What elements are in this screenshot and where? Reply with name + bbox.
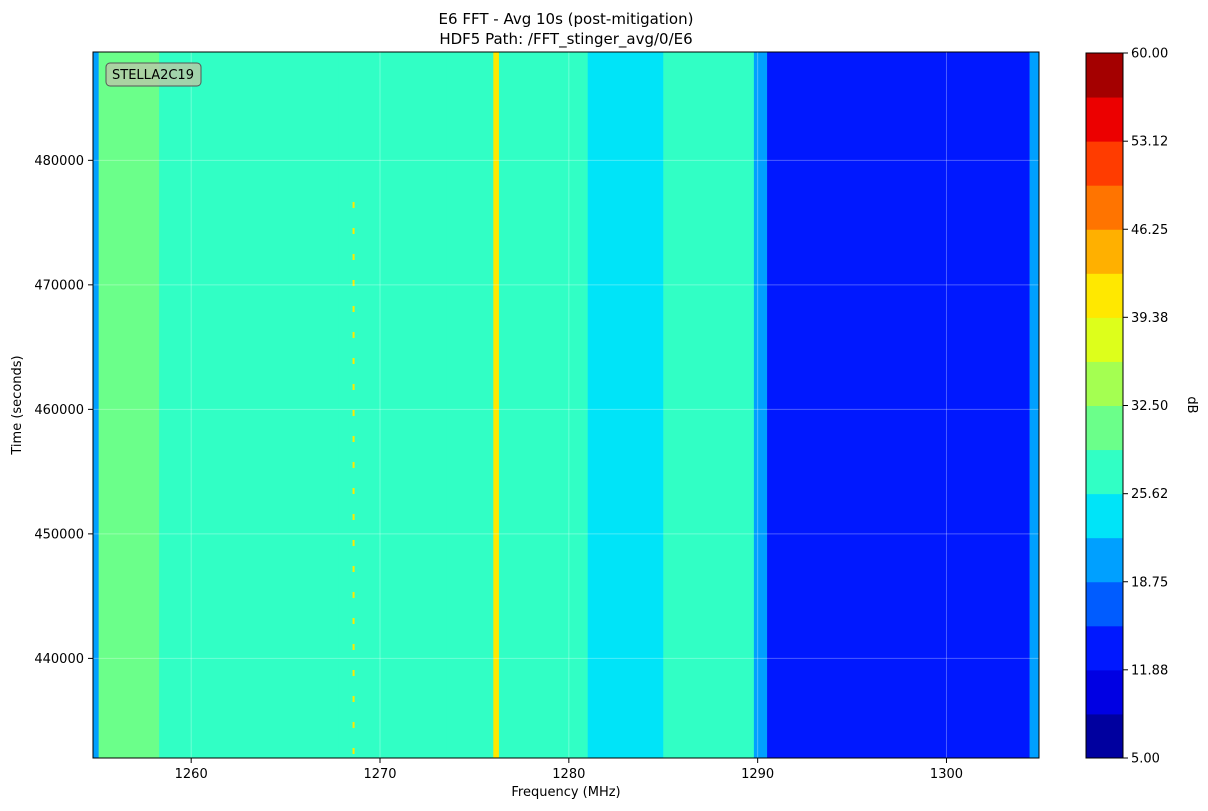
x-axis: 1260 1270 1280 1290 1300	[175, 758, 963, 782]
colorbar	[1085, 52, 1124, 759]
heatmap-band-4	[338, 52, 447, 758]
y-axis: 440000 450000 460000 470000 480000	[34, 154, 93, 667]
colorbar-segment	[1086, 185, 1123, 230]
heatmap-band-1	[98, 52, 160, 758]
colorbar-segment	[1086, 493, 1123, 539]
y-axis-label: Time (seconds)	[10, 355, 25, 455]
colorbar-segment	[1086, 361, 1123, 406]
chart-subtitle: HDF5 Path: /FFT_stinger_avg/0/E6	[439, 30, 692, 49]
colorbar-tick-label: 39.38	[1131, 311, 1168, 326]
y-tick-label: 450000	[34, 527, 84, 542]
colorbar-segment	[1086, 405, 1123, 451]
colorbar-tick-label: 32.50	[1131, 399, 1168, 414]
chart-title: E6 FFT - Avg 10s (post-mitigation)	[439, 10, 694, 28]
colorbar-tick-label: 53.12	[1131, 135, 1168, 150]
y-tick-label: 460000	[34, 403, 84, 418]
colorbar-tick-label: 25.62	[1131, 487, 1168, 502]
heatmap-band-5	[446, 52, 494, 758]
colorbar-tick-label: 5.00	[1131, 752, 1160, 767]
heatmap-band-2	[159, 52, 305, 758]
colorbar-segment	[1086, 53, 1123, 98]
colorbar-tick-label: 60.00	[1131, 47, 1168, 62]
x-tick-label: 1300	[930, 767, 963, 782]
heatmap-band-0	[93, 52, 100, 758]
heatmap-band-12	[1029, 52, 1040, 758]
grid-lines	[93, 52, 1039, 758]
heatmap-band-6	[493, 52, 500, 758]
y-tick-label: 440000	[34, 652, 84, 667]
x-tick-label: 1270	[363, 767, 396, 782]
annotation-text: STELLA2C19	[112, 68, 194, 83]
colorbar-segment	[1086, 449, 1123, 495]
colorbar-ticks: 5.00 11.88 18.75 25.62 32.50 39.38 46.25 53.12 6…	[1123, 47, 1168, 767]
heatmap-band-10	[753, 52, 768, 758]
colorbar-segment	[1086, 97, 1123, 142]
colorbar-tick-label: 18.75	[1131, 575, 1168, 590]
heatmap-band-9	[663, 52, 755, 758]
colorbar-segment	[1086, 625, 1123, 671]
heatmap-band-3	[304, 52, 339, 758]
colorbar-segment	[1086, 581, 1123, 627]
colorbar-segment	[1086, 317, 1123, 362]
plot-frame	[92, 51, 1040, 759]
colorbar-label: dB	[1184, 396, 1199, 413]
y-tick-label: 470000	[34, 278, 84, 293]
colorbar-segment	[1086, 273, 1123, 318]
colorbar-tick-label: 11.88	[1131, 663, 1168, 678]
colorbar-segment	[1086, 537, 1123, 583]
colorbar-segment	[1086, 229, 1123, 274]
heatmap-band-11	[767, 52, 1031, 758]
heatmap-band-7	[498, 52, 589, 758]
plot-area	[93, 52, 1040, 758]
colorbar-segment	[1086, 141, 1123, 186]
heatmap-band-8	[587, 52, 664, 758]
colorbar-segment	[1086, 669, 1123, 715]
x-tick-label: 1290	[741, 767, 774, 782]
x-tick-label: 1280	[552, 767, 585, 782]
x-axis-label: Frequency (MHz)	[511, 785, 620, 800]
annotation-box: STELLA2C19	[105, 62, 202, 87]
colorbar-tick-label: 46.25	[1131, 223, 1168, 238]
x-tick-label: 1260	[175, 767, 208, 782]
colorbar-segment	[1086, 713, 1123, 759]
y-tick-label: 480000	[34, 154, 84, 169]
